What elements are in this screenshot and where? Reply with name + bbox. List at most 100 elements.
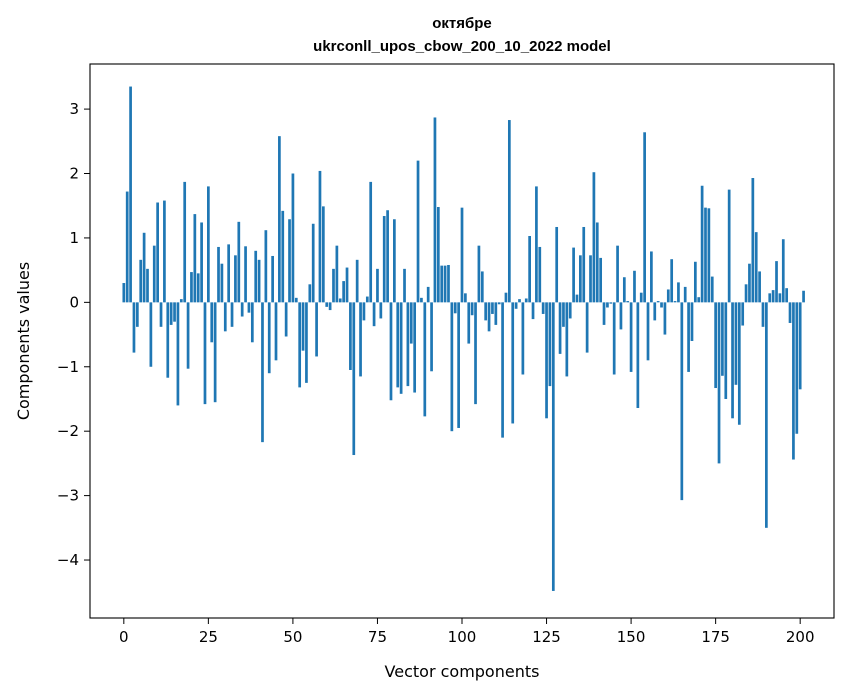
bar — [193, 214, 197, 303]
bar — [274, 302, 278, 361]
bar — [548, 302, 552, 387]
bar — [697, 297, 701, 303]
bar — [761, 302, 765, 327]
x-tick-label: 175 — [701, 628, 730, 646]
bar — [721, 302, 724, 376]
bar — [237, 221, 241, 303]
y-tick-label: −1 — [57, 358, 79, 376]
bar — [792, 302, 795, 460]
bar — [416, 160, 420, 303]
bar — [254, 250, 258, 303]
x-tick-label: 75 — [368, 628, 387, 646]
bar — [227, 244, 231, 303]
bar — [717, 302, 721, 464]
bar — [477, 245, 481, 303]
bar — [663, 302, 667, 335]
bar — [267, 302, 271, 374]
y-tick-label: 3 — [69, 100, 79, 118]
bar — [687, 302, 690, 372]
bar — [443, 265, 447, 303]
bar — [396, 302, 400, 388]
bar — [413, 302, 417, 393]
bar — [250, 302, 254, 343]
y-axis-label: Components values — [14, 262, 33, 420]
bar — [744, 284, 748, 303]
bar — [734, 302, 738, 385]
bar — [656, 301, 660, 303]
bar — [335, 245, 339, 303]
bar — [365, 296, 369, 303]
bar — [210, 302, 214, 343]
bar — [389, 302, 393, 401]
bar — [190, 272, 193, 303]
y-tick-label: −4 — [57, 551, 79, 569]
bar — [562, 302, 565, 327]
bar — [369, 181, 373, 303]
bar — [173, 302, 176, 322]
bar — [284, 302, 288, 337]
x-tick-label: 100 — [448, 628, 477, 646]
x-tick-label: 150 — [617, 628, 646, 646]
bar — [629, 302, 633, 372]
bar — [514, 302, 518, 309]
bar — [670, 259, 674, 303]
x-axis: 0 25 50 75 100 125 150 175 200 — [119, 618, 815, 646]
bar — [362, 302, 366, 321]
bar — [714, 302, 717, 389]
bar — [771, 290, 775, 303]
bar — [278, 136, 281, 303]
bar — [683, 286, 687, 303]
bar — [244, 246, 247, 303]
bar — [125, 191, 129, 303]
bar — [359, 302, 362, 377]
x-tick-label: 25 — [199, 628, 218, 646]
bar — [467, 302, 471, 344]
bar — [430, 302, 433, 372]
bar — [795, 302, 799, 434]
bar — [281, 210, 285, 303]
bar — [680, 302, 684, 501]
bar — [636, 302, 640, 408]
y-tick-label: −2 — [57, 422, 79, 440]
bar — [156, 202, 159, 303]
bar — [626, 301, 630, 303]
bar — [129, 86, 132, 303]
bar — [494, 302, 498, 325]
bar — [234, 255, 237, 303]
bar — [551, 302, 555, 591]
bar — [531, 302, 535, 320]
bar — [622, 277, 626, 303]
bar — [423, 302, 427, 417]
bar — [710, 276, 714, 303]
bar — [768, 293, 772, 303]
bar — [460, 207, 464, 303]
bar — [203, 302, 207, 405]
bar — [169, 302, 173, 325]
bar — [409, 302, 413, 344]
bar — [342, 281, 345, 303]
bar — [589, 255, 592, 303]
bar — [497, 302, 501, 305]
bar — [440, 265, 444, 303]
bar — [457, 302, 460, 428]
bar — [609, 302, 613, 304]
bar — [406, 302, 410, 387]
bar — [464, 293, 467, 303]
bar — [349, 302, 352, 370]
bar — [673, 301, 677, 303]
bar — [487, 302, 491, 332]
bar — [511, 302, 515, 424]
bar — [704, 207, 707, 303]
bar — [291, 173, 295, 303]
bar — [447, 264, 450, 303]
bar — [257, 259, 261, 303]
bar — [748, 263, 751, 303]
bar — [122, 283, 126, 303]
bars-group — [122, 86, 805, 591]
bar — [535, 186, 538, 303]
bar — [788, 302, 792, 323]
bar — [318, 170, 322, 303]
bar — [453, 302, 457, 314]
bar — [693, 261, 697, 303]
